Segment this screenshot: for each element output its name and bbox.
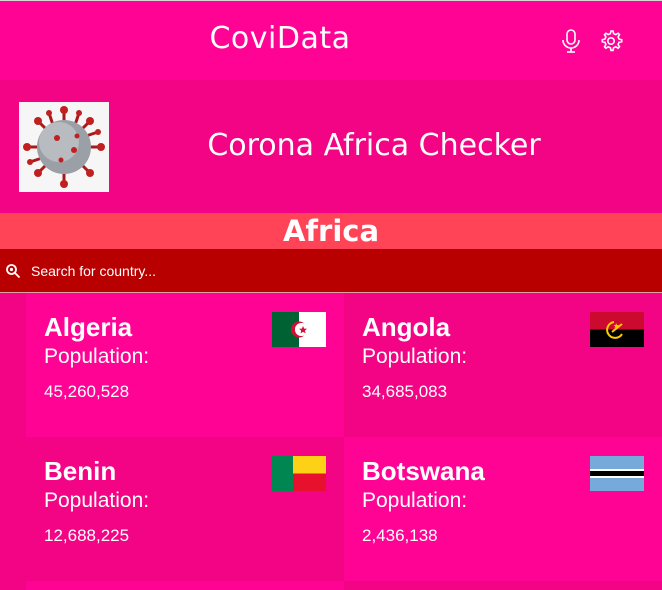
page-header: Corona Africa Checker — [0, 80, 662, 213]
country-card-benin[interactable]: Benin Population: 12,688,225 — [26, 437, 344, 581]
population-label: Population: — [44, 489, 150, 512]
population-value: 12,688,225 — [44, 526, 130, 545]
country-card-botswana[interactable]: Botswana Population: 2,436,138 — [344, 437, 662, 581]
coronavirus-image — [19, 102, 109, 192]
benin-flag — [272, 456, 326, 491]
country-name: Angola — [362, 312, 451, 342]
region-title: Africa — [0, 213, 662, 249]
botswana-flag — [590, 456, 644, 491]
gear-icon[interactable] — [598, 27, 624, 55]
country-card-partial[interactable] — [26, 581, 344, 590]
country-card-angola[interactable]: Angola Population: 34,685,083 — [344, 293, 662, 437]
population-value: 2,436,138 — [362, 526, 438, 545]
app-bar: CoviData — [0, 0, 662, 80]
search-bar — [0, 249, 662, 293]
country-grid: Algeria Population: 45,260,528 Angola Po… — [0, 293, 662, 590]
algeria-flag — [272, 312, 326, 347]
country-name: Botswana — [362, 456, 485, 486]
microphone-icon[interactable] — [558, 27, 584, 55]
population-label: Population: — [362, 489, 468, 512]
population-value: 45,260,528 — [44, 382, 130, 401]
country-name: Benin — [44, 456, 117, 486]
population-label: Population: — [44, 345, 150, 368]
country-card-algeria[interactable]: Algeria Population: 45,260,528 — [26, 293, 344, 437]
search-input[interactable] — [29, 259, 633, 283]
app-title: CoviData — [209, 21, 351, 56]
population-value: 34,685,083 — [362, 382, 448, 401]
country-name: Algeria — [44, 312, 133, 342]
population-label: Population: — [362, 345, 468, 368]
angola-flag — [590, 312, 644, 347]
country-card-partial[interactable] — [344, 581, 662, 590]
search-icon — [5, 263, 21, 279]
page-title: Corona Africa Checker — [207, 128, 541, 163]
